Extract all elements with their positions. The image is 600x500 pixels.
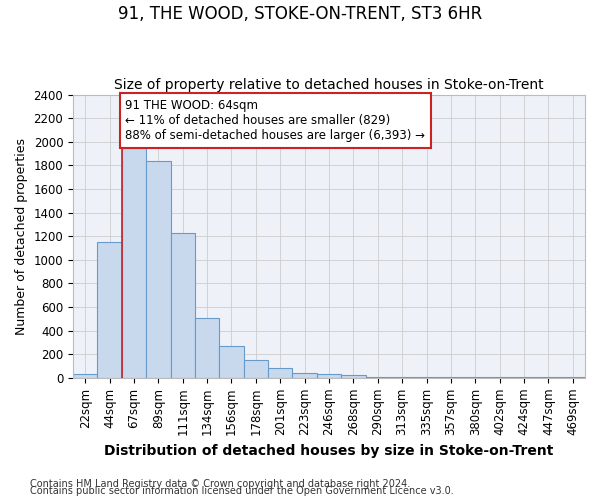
Text: 91, THE WOOD, STOKE-ON-TRENT, ST3 6HR: 91, THE WOOD, STOKE-ON-TRENT, ST3 6HR bbox=[118, 5, 482, 23]
X-axis label: Distribution of detached houses by size in Stoke-on-Trent: Distribution of detached houses by size … bbox=[104, 444, 554, 458]
Bar bbox=[146, 160, 170, 378]
Bar bbox=[122, 148, 146, 378]
Bar bbox=[220, 346, 244, 378]
Bar bbox=[415, 377, 439, 378]
Text: Contains HM Land Registry data © Crown copyright and database right 2024.: Contains HM Land Registry data © Crown c… bbox=[30, 479, 410, 489]
Bar bbox=[170, 232, 195, 378]
Bar bbox=[292, 373, 317, 378]
Text: Contains public sector information licensed under the Open Government Licence v3: Contains public sector information licen… bbox=[30, 486, 454, 496]
Bar bbox=[536, 377, 560, 378]
Bar bbox=[244, 360, 268, 378]
Bar bbox=[97, 242, 122, 378]
Bar bbox=[365, 376, 390, 378]
Bar bbox=[195, 318, 220, 378]
Bar bbox=[439, 377, 463, 378]
Bar bbox=[73, 374, 97, 378]
Text: 91 THE WOOD: 64sqm
← 11% of detached houses are smaller (829)
88% of semi-detach: 91 THE WOOD: 64sqm ← 11% of detached hou… bbox=[125, 100, 425, 142]
Bar bbox=[317, 374, 341, 378]
Bar bbox=[463, 377, 487, 378]
Bar bbox=[560, 377, 585, 378]
Bar bbox=[341, 376, 365, 378]
Y-axis label: Number of detached properties: Number of detached properties bbox=[15, 138, 28, 334]
Title: Size of property relative to detached houses in Stoke-on-Trent: Size of property relative to detached ho… bbox=[114, 78, 544, 92]
Bar bbox=[512, 377, 536, 378]
Bar bbox=[390, 376, 415, 378]
Bar bbox=[487, 377, 512, 378]
Bar bbox=[268, 368, 292, 378]
